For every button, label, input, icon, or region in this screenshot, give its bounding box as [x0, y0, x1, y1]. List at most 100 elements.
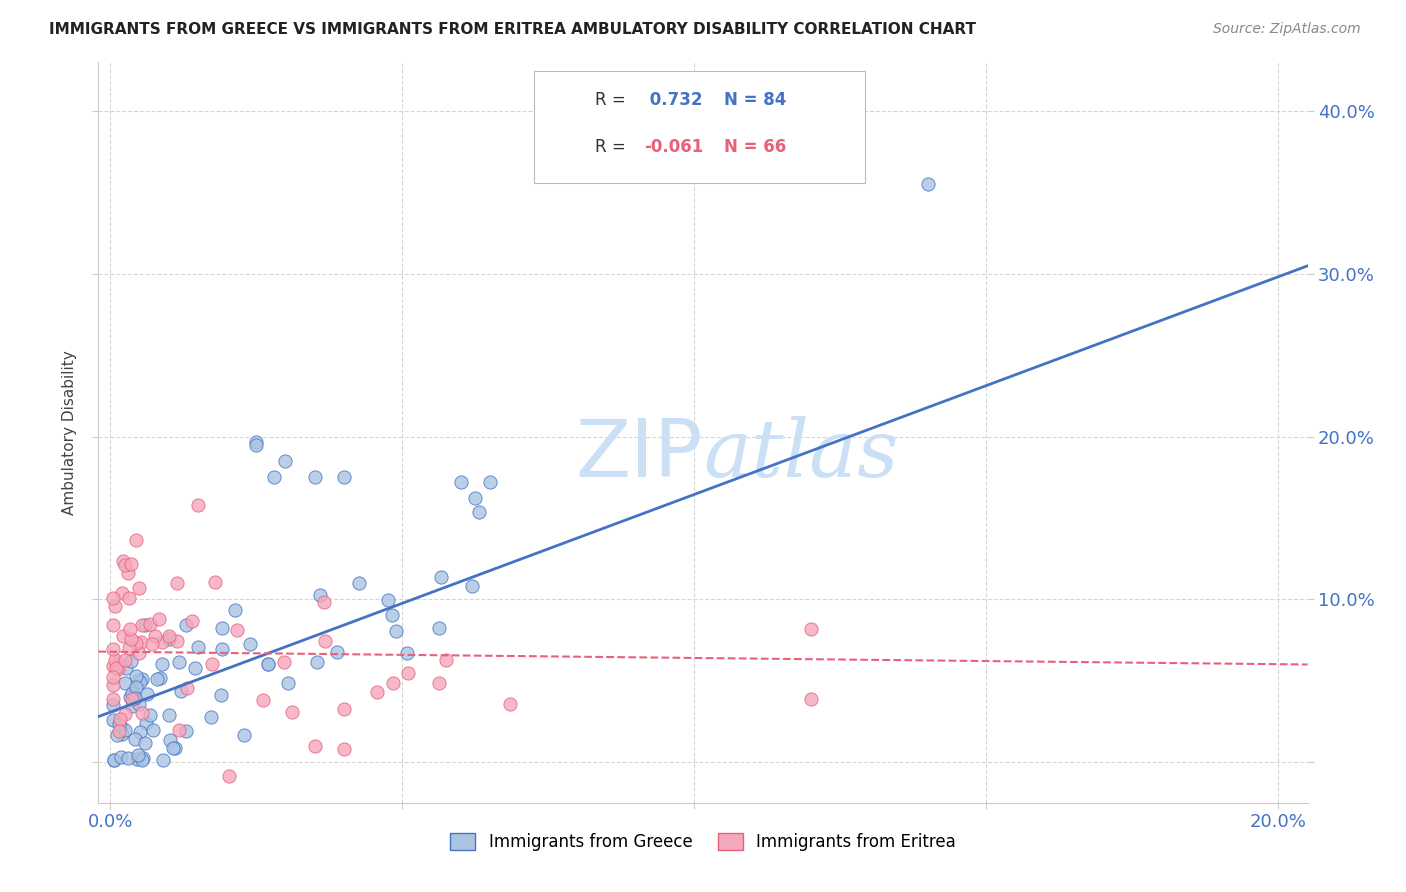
Point: [450, 475, 472, 490]
Point: [121, 687, 143, 701]
Point: [134, 736, 156, 750]
Point: [427, 676, 450, 690]
Point: [170, 684, 193, 698]
Point: [118, 591, 141, 605]
Point: [467, 505, 489, 519]
Text: Source: ZipAtlas.com: Source: ZipAtlas.com: [1213, 22, 1361, 37]
Point: [114, 676, 136, 690]
Point: [141, 637, 163, 651]
Point: [121, 698, 143, 713]
Point: [163, 741, 186, 756]
Point: [166, 633, 188, 648]
Point: [385, 624, 408, 638]
Point: [332, 742, 354, 756]
Point: [304, 739, 326, 753]
Point: [464, 491, 486, 505]
Point: [245, 438, 267, 452]
Point: [131, 754, 153, 768]
Point: [120, 632, 142, 646]
Point: [104, 599, 127, 614]
Point: [114, 653, 136, 667]
Point: [108, 723, 131, 738]
Point: [150, 657, 173, 672]
Point: [108, 716, 131, 731]
Point: [103, 754, 125, 768]
Point: [124, 690, 146, 705]
Point: [142, 723, 165, 737]
Text: 0.732: 0.732: [644, 91, 703, 109]
Point: [107, 662, 129, 676]
Point: [148, 611, 170, 625]
Point: [103, 642, 125, 657]
Point: [204, 575, 226, 590]
Point: [143, 630, 166, 644]
Point: [120, 557, 142, 571]
Point: [125, 533, 148, 548]
Point: [103, 698, 125, 712]
Point: [125, 669, 148, 683]
Point: [125, 636, 148, 650]
Point: [307, 655, 329, 669]
Point: [184, 661, 207, 675]
Point: [209, 689, 232, 703]
Point: [187, 498, 209, 512]
Point: [139, 617, 162, 632]
Y-axis label: Ambulatory Disability: Ambulatory Disability: [62, 351, 77, 515]
Point: [110, 750, 132, 764]
Point: [304, 470, 326, 484]
Point: [101, 658, 124, 673]
Point: [200, 710, 222, 724]
Point: [120, 622, 142, 636]
Point: [129, 635, 152, 649]
Point: [800, 691, 823, 706]
Point: [117, 566, 139, 580]
Point: [176, 681, 198, 695]
Point: [110, 721, 132, 735]
Text: N = 84: N = 84: [724, 91, 786, 109]
Point: [101, 713, 124, 727]
Point: [159, 733, 181, 747]
Point: [499, 697, 522, 711]
Point: [174, 618, 197, 632]
Point: [125, 680, 148, 694]
Point: [101, 678, 124, 692]
Point: [131, 751, 153, 765]
Point: [107, 656, 129, 670]
Point: [117, 640, 139, 655]
Point: [211, 641, 233, 656]
Point: [114, 723, 136, 737]
Point: [131, 672, 153, 686]
Text: R =: R =: [595, 91, 626, 109]
Text: IMMIGRANTS FROM GREECE VS IMMIGRANTS FROM ERITREA AMBULATORY DISABILITY CORRELAT: IMMIGRANTS FROM GREECE VS IMMIGRANTS FRO…: [49, 22, 976, 37]
Text: N = 66: N = 66: [724, 138, 786, 156]
Point: [273, 655, 295, 669]
Point: [146, 672, 169, 686]
Point: [103, 754, 125, 768]
Point: [115, 661, 138, 675]
Text: R =: R =: [595, 138, 626, 156]
Point: [114, 558, 136, 573]
Point: [101, 692, 124, 706]
Point: [134, 618, 156, 632]
Point: [108, 712, 131, 726]
Point: [167, 655, 190, 669]
Point: [461, 579, 484, 593]
Text: -0.061: -0.061: [644, 138, 703, 156]
Point: [127, 748, 149, 763]
Point: [314, 595, 336, 609]
Point: [149, 671, 172, 685]
Point: [187, 640, 209, 655]
Point: [124, 731, 146, 746]
Point: [314, 633, 336, 648]
Point: [233, 728, 256, 742]
Point: [280, 705, 302, 719]
Point: [128, 582, 150, 596]
Legend: Immigrants from Greece, Immigrants from Eritrea: Immigrants from Greece, Immigrants from …: [444, 826, 962, 857]
Point: [181, 615, 204, 629]
Point: [263, 470, 285, 484]
Point: [159, 707, 181, 722]
Point: [129, 725, 152, 739]
Point: [326, 645, 349, 659]
Text: ZIP: ZIP: [575, 416, 703, 494]
Point: [121, 686, 143, 700]
